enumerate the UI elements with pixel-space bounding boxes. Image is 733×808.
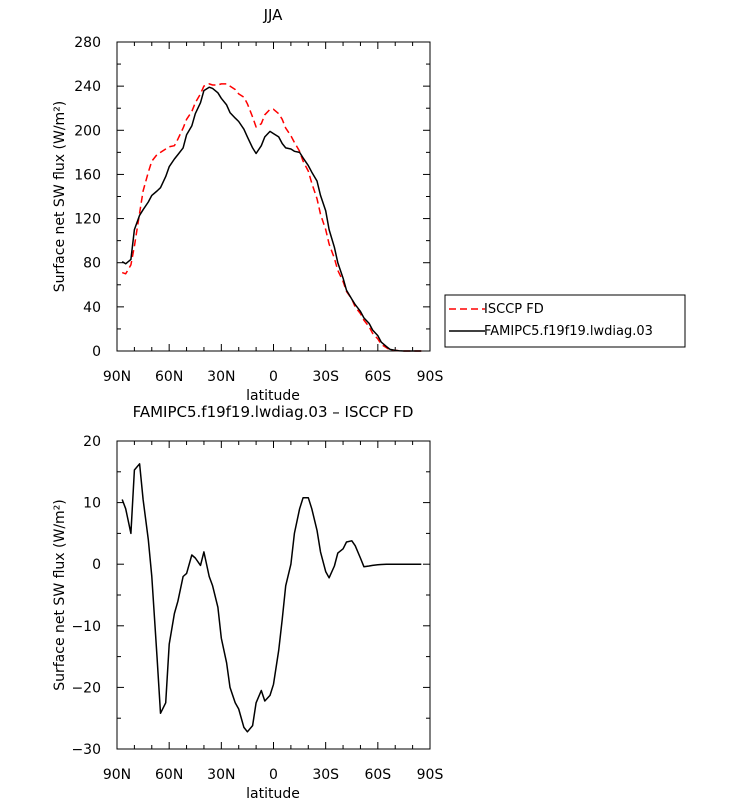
legend: ISCCP FD FAMIPC5.f19f19.lwdiag.03	[444, 294, 686, 348]
bottom-chart-title: FAMIPC5.f19f19.lwdiag.03 – ISCCP FD	[133, 403, 414, 421]
bottom-y-tick-label: −10	[71, 619, 101, 635]
bottom-y-tick-label: −20	[71, 680, 101, 696]
bottom-series-line-0	[121, 463, 422, 733]
bottom-x-tick-label: 60N	[155, 767, 183, 783]
legend-label-famipc5: FAMIPC5.f19f19.lwdiag.03	[484, 324, 653, 339]
top-plot-frame	[116, 41, 431, 352]
bottom-ticks: 90N 60N 30N 0 30S 60S 90S −30 −20 −10 0 10 20	[71, 434, 443, 783]
bottom-x-tick-label: 90N	[103, 767, 131, 783]
top-x-tick-label: 30N	[207, 369, 235, 385]
bottom-chart-panel: FAMIPC5.f19f19.lwdiag.03 – ISCCP FD 90N 6…	[52, 403, 443, 802]
bottom-y-tick-label: 10	[83, 496, 101, 512]
top-y-axis-label: Surface net SW flux (W/m²)	[52, 101, 68, 293]
bottom-y-tick-label: −30	[71, 742, 101, 758]
top-x-tick-label: 60N	[155, 369, 183, 385]
top-chart-title: JJA	[263, 6, 284, 24]
legend-label-isccp: ISCCP FD	[484, 302, 544, 317]
top-y-tick-label: 160	[74, 167, 101, 183]
top-y-tick-label: 80	[83, 256, 101, 272]
bottom-x-tick-label: 30S	[312, 767, 339, 783]
top-x-tick-label: 90N	[103, 369, 131, 385]
bottom-y-axis-label: Surface net SW flux (W/m²)	[52, 499, 68, 691]
top-chart-panel: JJA 90N 60N 30N 0 30S 60S 90S 0 40 80 120 160 200 240…	[52, 6, 443, 404]
top-y-tick-label: 0	[92, 344, 101, 360]
top-y-tick-label: 240	[74, 79, 101, 95]
bottom-series	[121, 463, 422, 733]
bottom-plot-frame	[116, 440, 431, 750]
bottom-y-tick-label: 0	[92, 557, 101, 573]
top-y-tick-label: 40	[83, 300, 101, 316]
top-x-tick-label: 0	[269, 369, 278, 385]
top-series-line-1	[121, 86, 422, 352]
top-ticks: 90N 60N 30N 0 30S 60S 90S 0 40 80 120 160 200 240 280	[74, 35, 443, 385]
legend-box	[444, 294, 686, 348]
top-y-tick-label: 280	[74, 35, 101, 51]
bottom-x-axis-label: latitude	[246, 786, 300, 802]
top-series	[121, 83, 422, 352]
bottom-x-tick-label: 30N	[207, 767, 235, 783]
bottom-y-tick-label: 20	[83, 434, 101, 450]
bottom-x-tick-label: 60S	[364, 767, 391, 783]
top-x-axis-label: latitude	[246, 388, 300, 404]
top-x-tick-label: 30S	[312, 369, 339, 385]
bottom-x-tick-label: 90S	[417, 767, 444, 783]
top-x-tick-label: 90S	[417, 369, 444, 385]
bottom-x-tick-label: 0	[269, 767, 278, 783]
top-y-tick-label: 120	[74, 212, 101, 228]
top-y-tick-label: 200	[74, 123, 101, 139]
top-series-line-0	[121, 83, 422, 352]
top-x-tick-label: 60S	[364, 369, 391, 385]
